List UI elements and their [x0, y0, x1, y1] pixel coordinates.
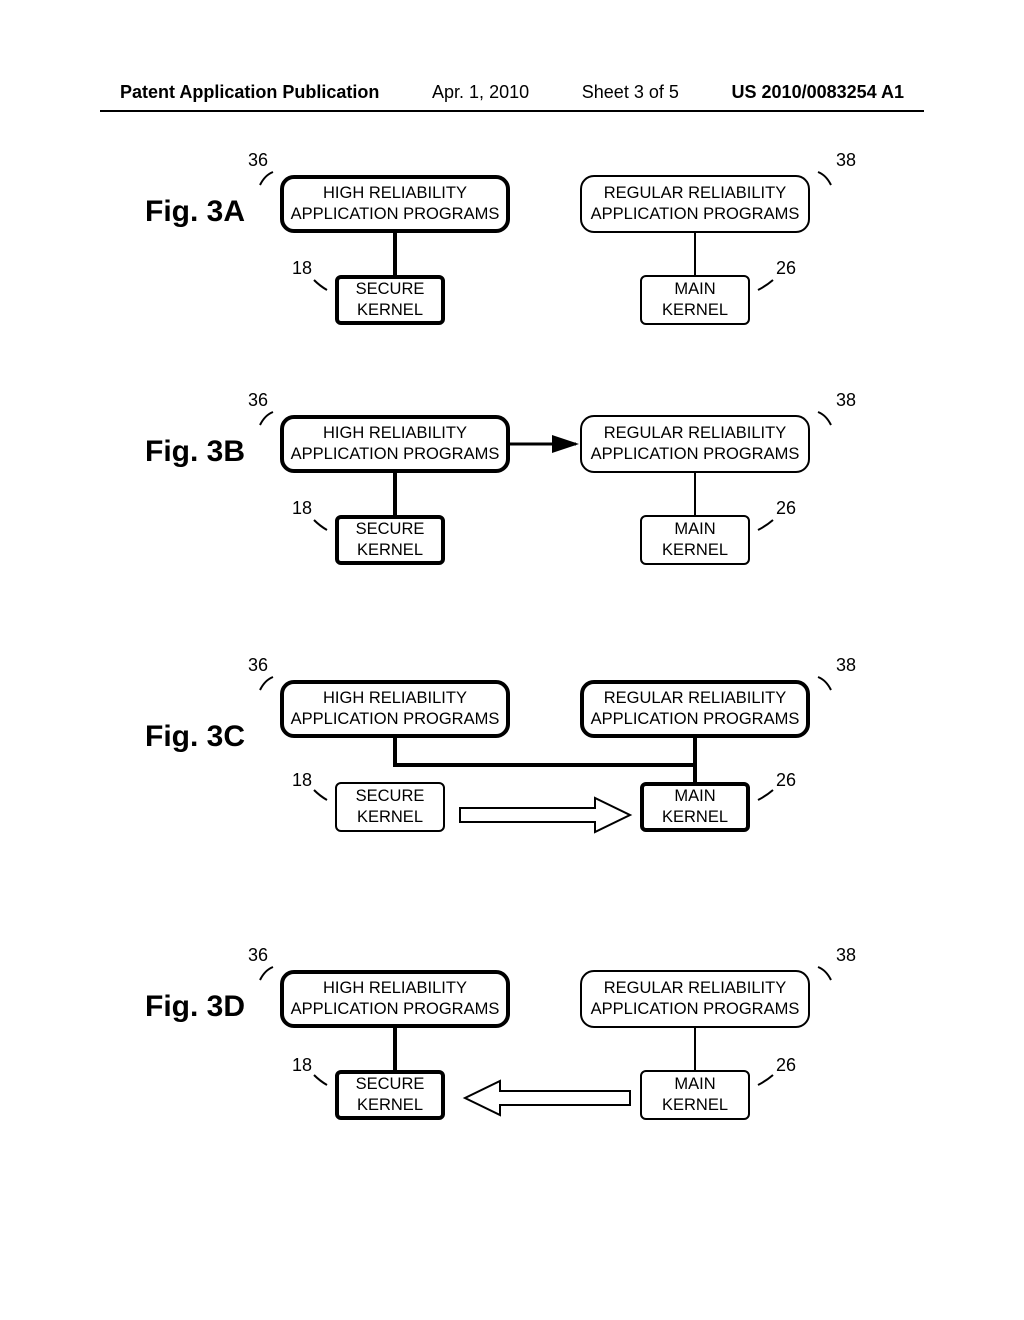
fig-3b-secure-kernel-box: SECUREKERNEL: [335, 515, 445, 565]
fig-3a-regular-reliability-box: REGULAR RELIABILITYAPPLICATION PROGRAMS: [580, 175, 810, 233]
fig-3d-ref-26: 26: [776, 1055, 796, 1076]
fig-3c-high-reliability-box: HIGH RELIABILITYAPPLICATION PROGRAMS: [280, 680, 510, 738]
fig-3b-regular-reliability-box: REGULAR RELIABILITYAPPLICATION PROGRAMS: [580, 415, 810, 473]
fig-3d-regular-reliability-box: REGULAR RELIABILITYAPPLICATION PROGRAMS: [580, 970, 810, 1028]
fig-3a-label: Fig. 3A: [145, 195, 245, 229]
fig-3d-high-reliability-box: HIGH RELIABILITYAPPLICATION PROGRAMS: [280, 970, 510, 1028]
fig-3c-ref-38: 38: [836, 655, 856, 676]
fig-3d-main-kernel-box: MAINKERNEL: [640, 1070, 750, 1120]
fig-3b-ref-26: 26: [776, 498, 796, 519]
fig-3d-label: Fig. 3D: [145, 990, 245, 1024]
fig-3a-ref-26: 26: [776, 258, 796, 279]
fig-3b-label: Fig. 3B: [145, 435, 245, 469]
page-header: Patent Application Publication Apr. 1, 2…: [0, 82, 1024, 103]
fig-3c-label: Fig. 3C: [145, 720, 245, 754]
fig-3a-main-kernel-box: MAINKERNEL: [640, 275, 750, 325]
fig-3c-main-kernel-box: MAINKERNEL: [640, 782, 750, 832]
page: Patent Application Publication Apr. 1, 2…: [0, 0, 1024, 1320]
fig-3b-ref-38: 38: [836, 390, 856, 411]
fig-3d-ref-38: 38: [836, 945, 856, 966]
sheet-number: Sheet 3 of 5: [582, 82, 679, 103]
fig-3b-ref-36: 36: [248, 390, 268, 411]
header-rule: [100, 110, 924, 112]
publication-date: Apr. 1, 2010: [432, 82, 529, 103]
fig-3b-main-kernel-box: MAINKERNEL: [640, 515, 750, 565]
fig-3d-ref-18: 18: [292, 1055, 312, 1076]
fig-3c-ref-36: 36: [248, 655, 268, 676]
publication-type: Patent Application Publication: [120, 82, 379, 103]
fig-3c-secure-kernel-box: SECUREKERNEL: [335, 782, 445, 832]
fig-3a-ref-36: 36: [248, 150, 268, 171]
fig-3a-ref-38: 38: [836, 150, 856, 171]
fig-3d-ref-36: 36: [248, 945, 268, 966]
fig-3a-high-reliability-box: HIGH RELIABILITYAPPLICATION PROGRAMS: [280, 175, 510, 233]
fig-3b-ref-18: 18: [292, 498, 312, 519]
fig-3c-ref-18: 18: [292, 770, 312, 791]
fig-3c-regular-reliability-box: REGULAR RELIABILITYAPPLICATION PROGRAMS: [580, 680, 810, 738]
fig-3a-ref-18: 18: [292, 258, 312, 279]
publication-number: US 2010/0083254 A1: [732, 82, 904, 103]
fig-3c-ref-26: 26: [776, 770, 796, 791]
fig-3d-secure-kernel-box: SECUREKERNEL: [335, 1070, 445, 1120]
fig-3b-high-reliability-box: HIGH RELIABILITYAPPLICATION PROGRAMS: [280, 415, 510, 473]
fig-3a-secure-kernel-box: SECUREKERNEL: [335, 275, 445, 325]
